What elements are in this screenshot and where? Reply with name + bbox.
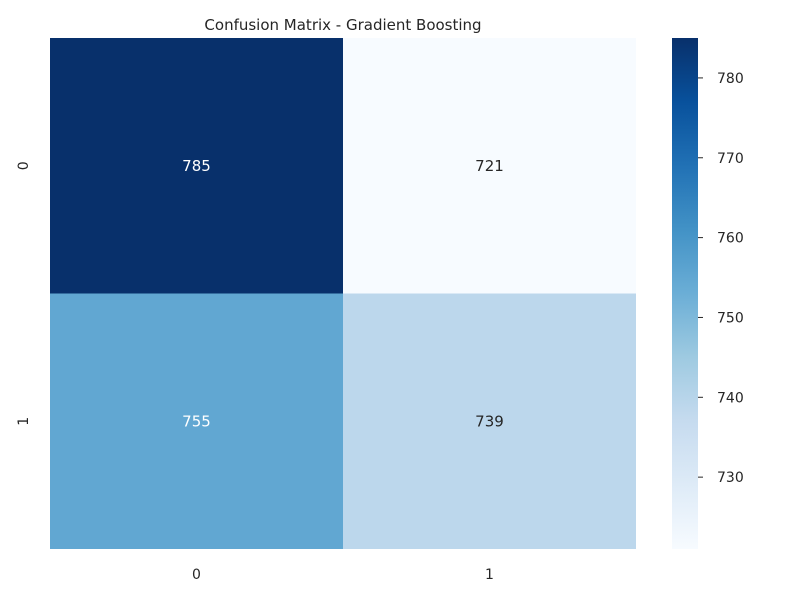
y-tick-label: 1 [16, 417, 32, 426]
heatmap-cell-label: 785 [182, 157, 211, 175]
colorbar-ticks: 730 740 750 760 770 780 [698, 71, 744, 486]
heatmap-cell [343, 38, 636, 294]
colorbar-tick-label: 750 [717, 310, 744, 326]
heatmap-cell-labels: 785 721 755 739 [182, 157, 504, 431]
colorbar-tick-label: 760 [717, 231, 744, 247]
heatmap-cell-label: 755 [182, 412, 211, 430]
heatmap-cell [50, 38, 343, 294]
heatmap-cell-label: 721 [475, 157, 504, 175]
y-tick-label: 0 [16, 161, 32, 170]
heatmap-cell-label: 739 [475, 412, 504, 430]
heatmap-cell [343, 293, 636, 549]
heatmap-cells [50, 38, 636, 549]
colorbar-tick-label: 740 [717, 390, 744, 406]
colorbar-tick-label: 780 [717, 71, 744, 87]
chart-title: Confusion Matrix - Gradient Boosting [204, 16, 481, 34]
colorbar-tick-label: 770 [717, 151, 744, 167]
x-tick-label: 0 [192, 567, 201, 583]
heatmap-cell [50, 293, 343, 549]
x-tick-label: 1 [485, 567, 494, 583]
y-axis-tick-labels: 01 [16, 161, 32, 425]
colorbar-tick-label: 730 [717, 470, 744, 486]
colorbar [672, 38, 698, 549]
